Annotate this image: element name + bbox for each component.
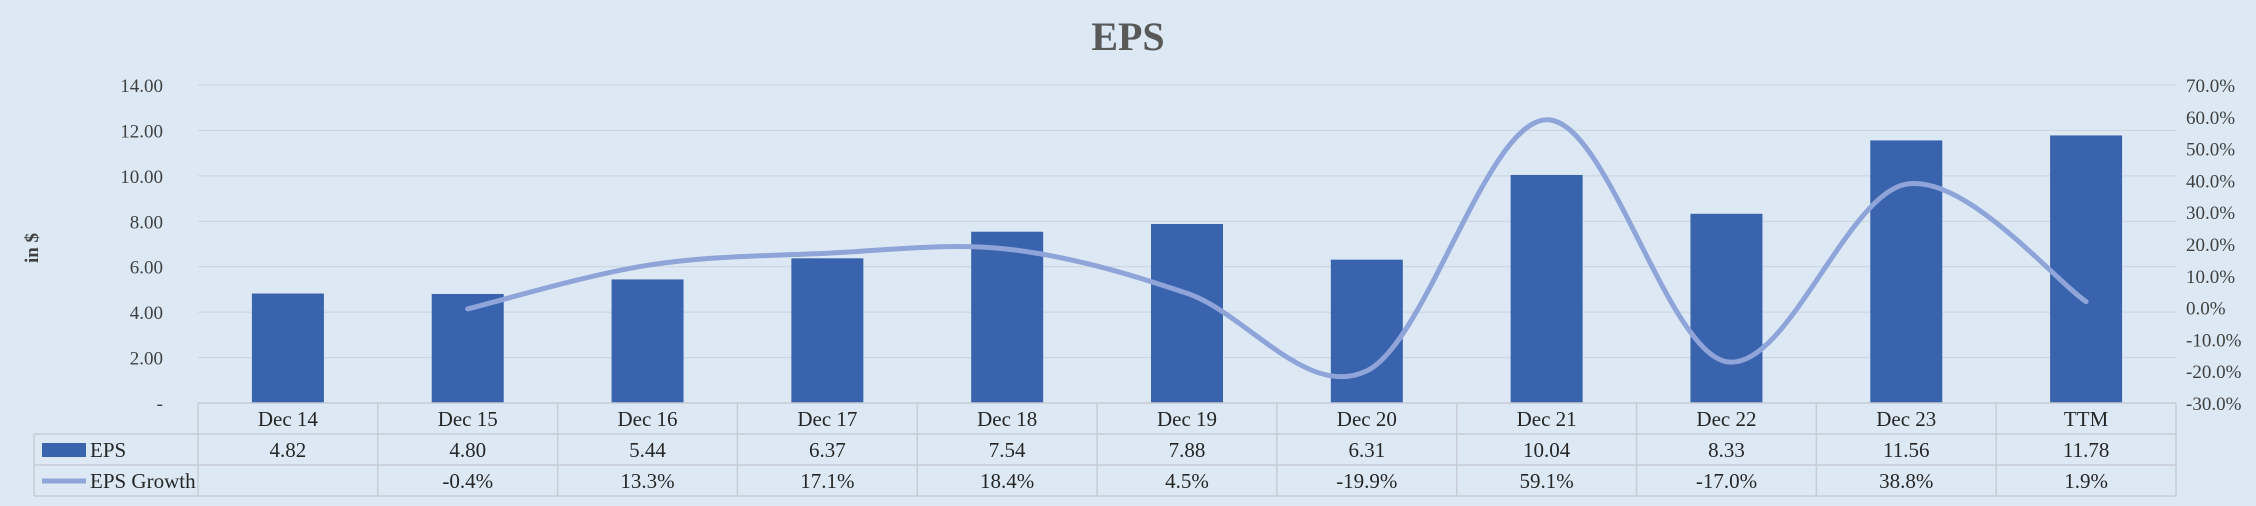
x-tick-label: Dec 23 xyxy=(1876,407,1936,431)
bar-dec-19 xyxy=(1151,224,1223,403)
eps-growth-value-label: 1.9% xyxy=(2064,469,2108,493)
eps-growth-line xyxy=(465,117,2089,380)
y2-tick-label: 70.0% xyxy=(2186,76,2235,97)
eps-growth-value-label: 18.4% xyxy=(980,469,1034,493)
line-series xyxy=(465,117,2089,380)
x-tick-label: Dec 16 xyxy=(618,407,678,431)
eps-value-label: 7.88 xyxy=(1169,438,1206,462)
x-tick-label: Dec 15 xyxy=(438,407,498,431)
eps-growth-value-label: -17.0% xyxy=(1696,469,1757,493)
y2-axis-ticks: -30.0% -20.0% -10.0% 0.0% 10.0% 20.0% 30.0% 40.… xyxy=(2186,76,2242,415)
eps-growth-value-label: 13.3% xyxy=(620,469,674,493)
y2-tick-label: 40.0% xyxy=(2186,171,2235,192)
y-tick-label: 10.00 xyxy=(120,167,163,188)
legend-label-eps: EPS xyxy=(90,438,126,462)
x-tick-label: Dec 19 xyxy=(1157,407,1217,431)
eps-growth-value-label: -0.4% xyxy=(442,469,493,493)
eps-growth-value-label: 38.8% xyxy=(1879,469,1933,493)
bar-ttm xyxy=(2050,135,2123,403)
y2-tick-label: 0.0% xyxy=(2186,299,2226,320)
eps-value-label: 11.56 xyxy=(1883,438,1929,462)
y-tick-label: 14.00 xyxy=(120,76,163,97)
y2-tick-label: 30.0% xyxy=(2186,203,2235,224)
chart-title: EPS xyxy=(1091,14,1164,59)
y2-tick-label: 10.0% xyxy=(2186,267,2235,288)
eps-value-label: 6.31 xyxy=(1348,438,1385,462)
bar-dec-22 xyxy=(1690,213,1763,403)
bar-dec-21 xyxy=(1510,174,1583,403)
bar-dec-20 xyxy=(1330,259,1403,403)
x-tick-label: Dec 14 xyxy=(258,407,319,431)
y-axis-title: in $ xyxy=(22,233,43,263)
eps-value-label: 10.04 xyxy=(1523,438,1571,462)
x-tick-label: Dec 18 xyxy=(977,407,1037,431)
eps-value-label: 8.33 xyxy=(1708,438,1745,462)
bar-series xyxy=(251,135,2123,403)
y2-tick-label: -30.0% xyxy=(2186,394,2242,415)
bar-dec-14 xyxy=(251,293,324,403)
x-tick-label: Dec 21 xyxy=(1517,407,1577,431)
bar-dec-18 xyxy=(971,231,1044,403)
data-table: Dec 14 4.82 Dec 15 4.80 -0.4% Dec 16 5.44 13.3%… xyxy=(33,402,2177,497)
x-tick-label: Dec 17 xyxy=(797,407,857,431)
eps-value-label: 4.82 xyxy=(270,438,307,462)
bar-dec-17 xyxy=(791,258,864,403)
y2-tick-label: -20.0% xyxy=(2186,362,2242,383)
bar-dec-23 xyxy=(1870,140,1943,403)
eps-value-label: 7.54 xyxy=(989,438,1026,462)
legend-label-eps-growth: EPS Growth xyxy=(90,469,196,493)
eps-value-label: 6.37 xyxy=(809,438,846,462)
eps-growth-value-label: 17.1% xyxy=(800,469,854,493)
eps-growth-value-label: 59.1% xyxy=(1520,469,1574,493)
y-tick-label: 6.00 xyxy=(130,258,163,279)
eps-growth-value-label: -19.9% xyxy=(1336,469,1397,493)
eps-value-label: 11.78 xyxy=(2063,438,2109,462)
legend-key-eps xyxy=(42,443,86,457)
y2-tick-label: 60.0% xyxy=(2186,108,2235,129)
bar-dec-16 xyxy=(611,279,684,403)
eps-value-label: 4.80 xyxy=(449,438,486,462)
y-tick-label: 2.00 xyxy=(130,349,163,370)
bar-dec-15 xyxy=(431,293,504,403)
x-tick-label: TTM xyxy=(2064,407,2109,431)
y-tick-label: - xyxy=(157,394,163,415)
y-tick-label: 12.00 xyxy=(120,121,163,142)
x-tick-label: Dec 22 xyxy=(1696,407,1756,431)
y-tick-label: 8.00 xyxy=(130,212,163,233)
y2-tick-label: -10.0% xyxy=(2186,330,2242,351)
y2-tick-label: 20.0% xyxy=(2186,235,2235,256)
eps-growth-value-label: 4.5% xyxy=(1165,469,1209,493)
x-tick-label: Dec 20 xyxy=(1337,407,1397,431)
eps-value-label: 5.44 xyxy=(629,438,666,462)
y-axis-ticks: - 2.00 4.00 6.00 8.00 10.00 12.00 14.00 xyxy=(120,76,163,415)
y2-tick-label: 50.0% xyxy=(2186,140,2235,161)
y-tick-label: 4.00 xyxy=(130,303,163,324)
